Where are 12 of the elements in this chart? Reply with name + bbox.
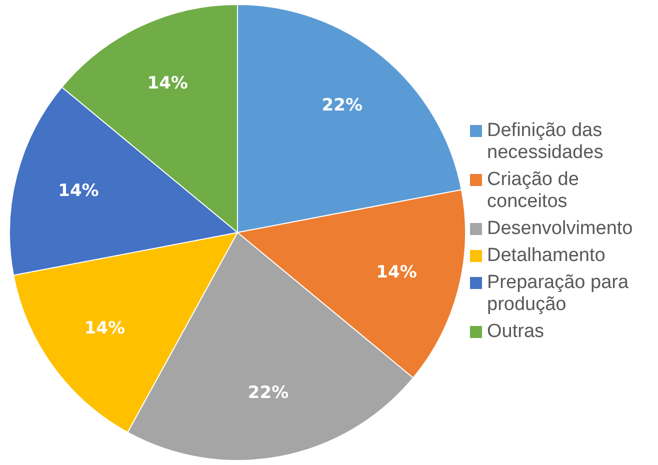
data-label: 22%: [322, 95, 362, 116]
data-label: 22%: [248, 383, 289, 404]
data-label: 14%: [147, 73, 188, 94]
legend-label: Definição das necessidades: [487, 120, 604, 164]
legend-label: Criação de conceitos: [487, 169, 580, 213]
legend-label: Detalhamento: [487, 245, 606, 267]
data-label: 14%: [376, 262, 417, 283]
data-label: 14%: [58, 181, 99, 202]
legend-label: Desenvolvimento: [487, 218, 633, 240]
data-label: 14%: [84, 318, 126, 338]
legend-label: Preparação para produção: [487, 272, 630, 316]
legend-label: Outras: [487, 321, 544, 343]
